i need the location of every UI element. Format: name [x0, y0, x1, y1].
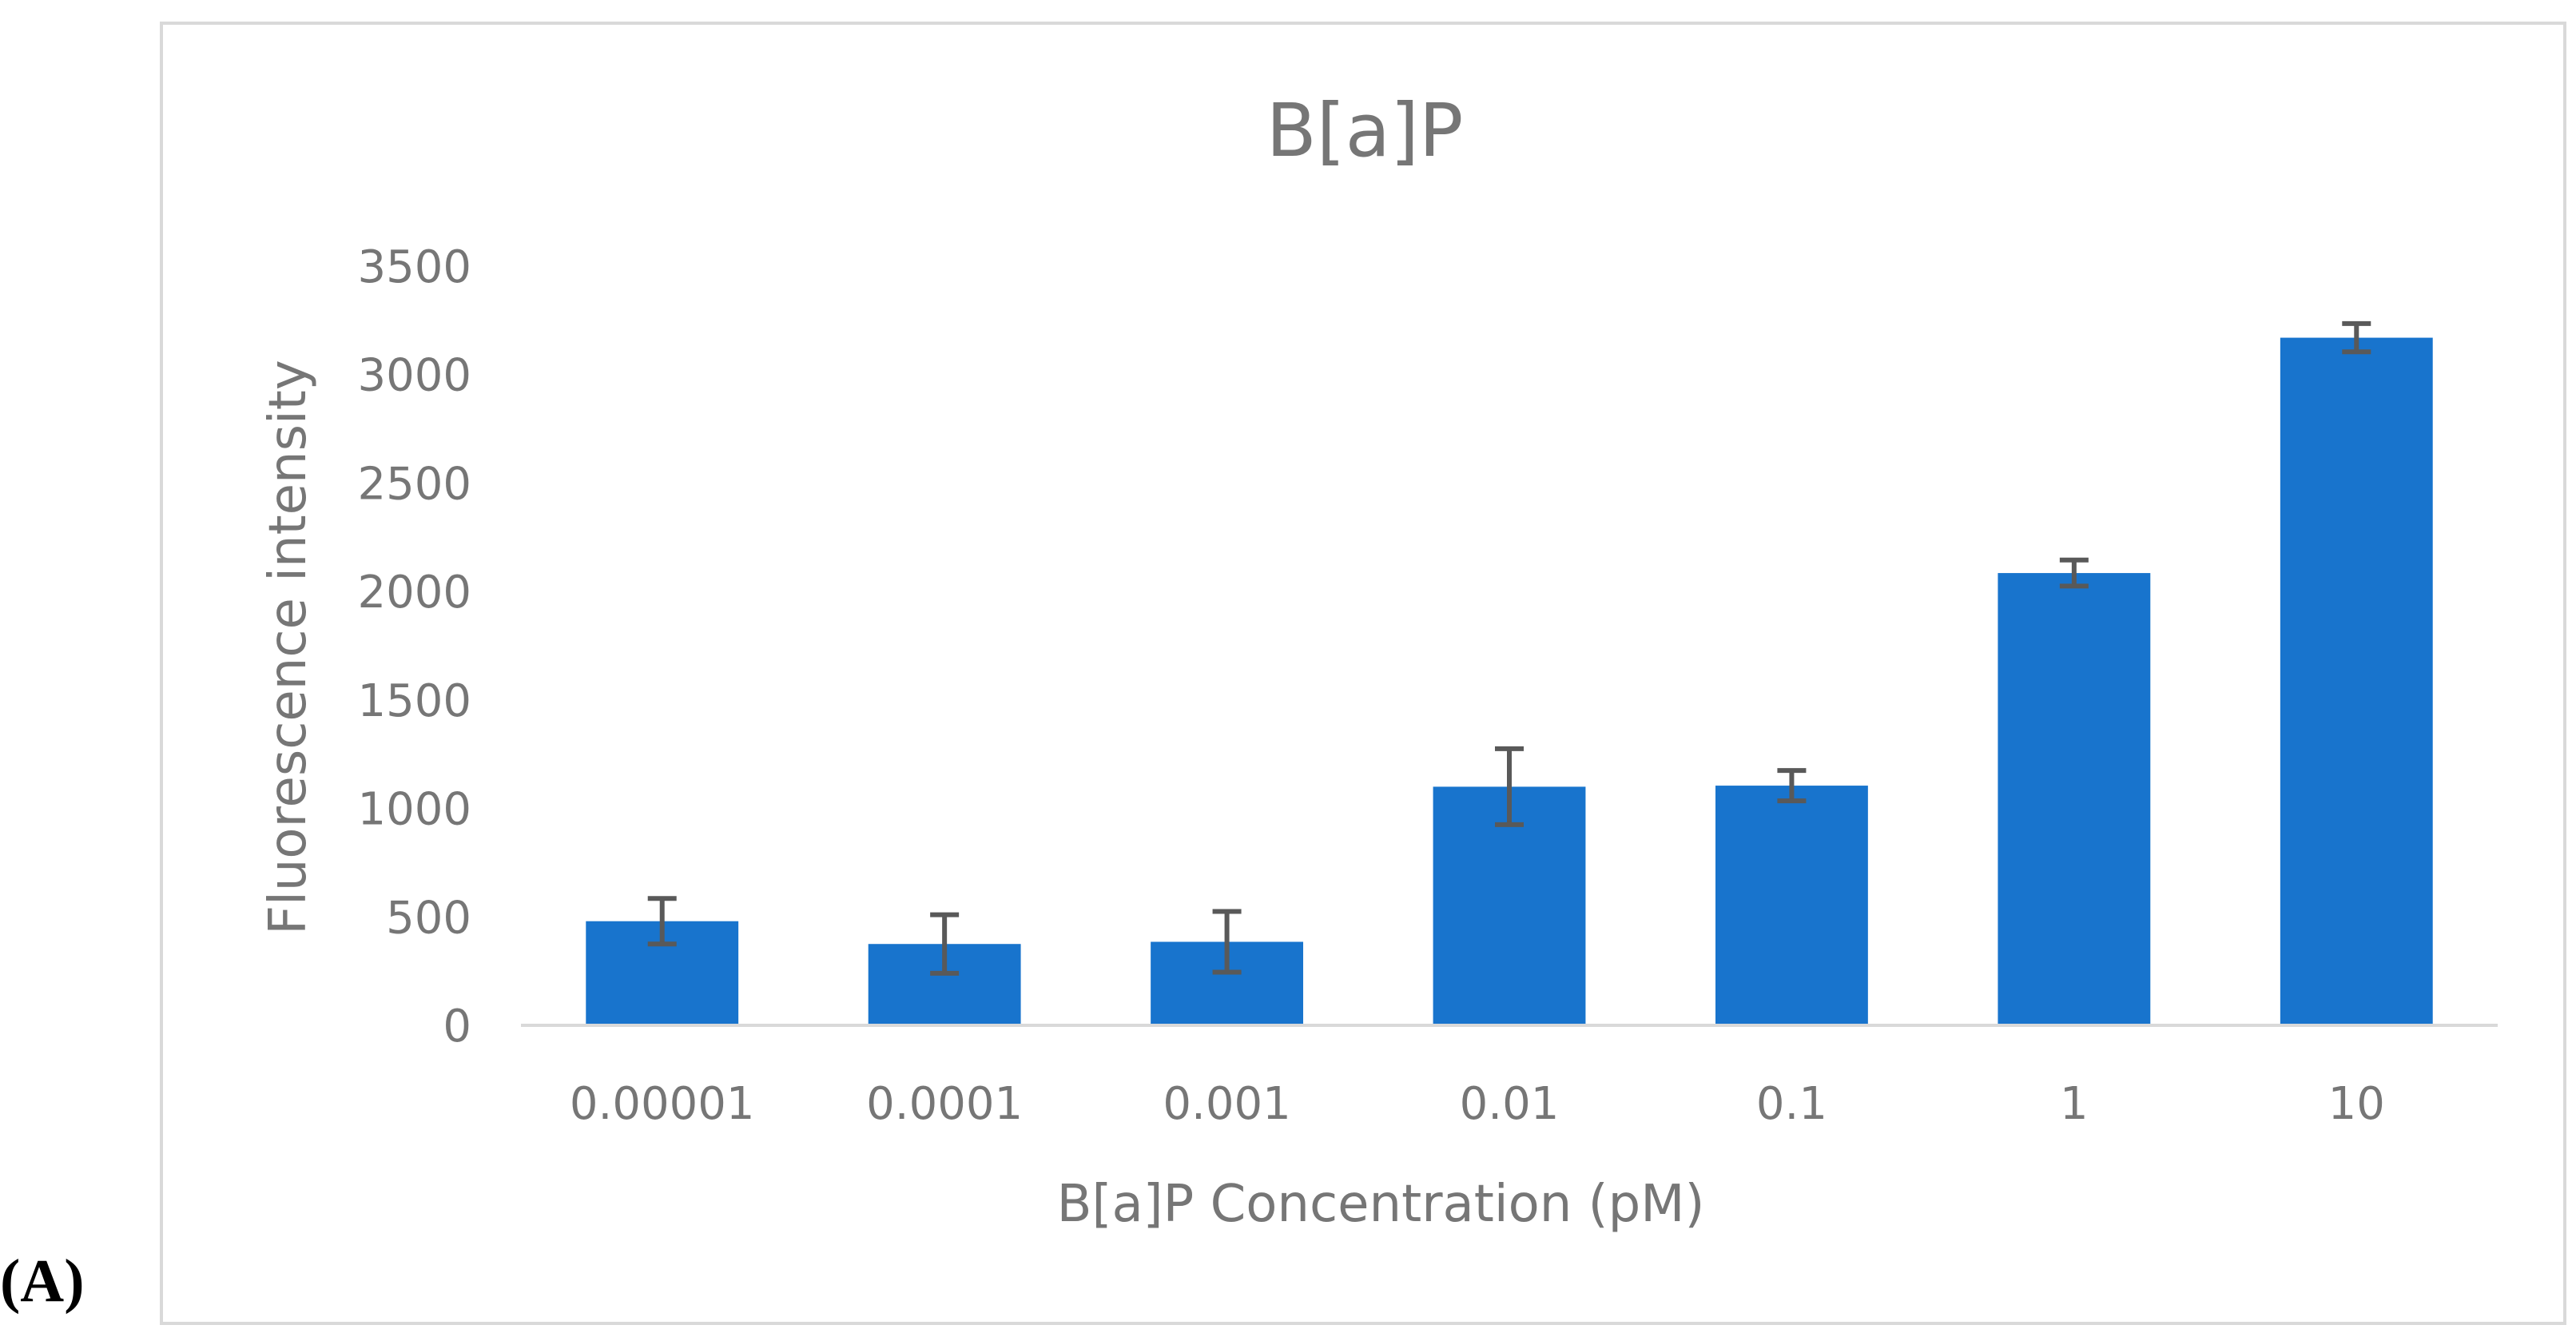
x-tick-label: 10 [2328, 1078, 2385, 1130]
error-bar [647, 896, 677, 947]
x-tick-label: 0.01 [1460, 1078, 1560, 1130]
y-tick-label: 1500 [357, 675, 471, 727]
y-tick-label: 2500 [357, 458, 471, 510]
y-tick-label: 1000 [357, 784, 471, 836]
x-tick-label: 0.00001 [570, 1078, 755, 1130]
error-bar [2342, 320, 2371, 355]
x-axis-label: B[a]P Concentration (pM) [1057, 1175, 1705, 1234]
bars-group [586, 337, 2433, 1026]
bar [1998, 573, 2151, 1025]
x-tick-label: 0.0001 [866, 1078, 1023, 1130]
x-tick-label: 1 [2060, 1078, 2089, 1130]
y-tick-label: 0 [443, 1001, 471, 1052]
bar [2280, 337, 2433, 1026]
y-tick-label: 3500 [357, 241, 471, 293]
x-tick-label: 0.001 [1163, 1078, 1290, 1130]
y-tick-label: 500 [386, 892, 471, 944]
error-bar [2059, 557, 2089, 589]
y-axis-ticks: 0 500 1000 1500 2000 2500 3000 3500 [357, 241, 471, 1052]
y-tick-label: 2000 [357, 567, 471, 619]
chart-frame [160, 22, 2566, 1325]
error-bars-group [647, 320, 2371, 976]
error-bar [1495, 746, 1524, 827]
y-axis-label: Fluorescence intensity [259, 360, 318, 934]
error-bar [1777, 768, 1807, 804]
x-axis-ticks: 0.00001 0.0001 0.001 0.01 0.1 1 10 [570, 1078, 2385, 1130]
error-bar [1212, 909, 1242, 975]
y-tick-label: 3000 [357, 350, 471, 402]
error-bar [930, 912, 960, 976]
panel-label: (A) [0, 1247, 85, 1315]
chart-title: B[a]P [1266, 88, 1464, 173]
x-tick-label: 0.1 [1756, 1078, 1827, 1130]
bar [1715, 786, 1868, 1025]
